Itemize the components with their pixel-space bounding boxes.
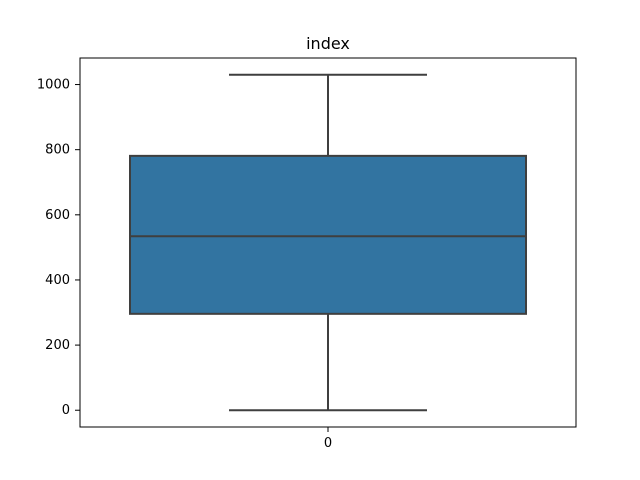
y-tick-label: 800	[45, 143, 70, 158]
y-tick-label: 1000	[37, 78, 70, 93]
plot-area	[79, 57, 577, 428]
y-tick-label: 200	[45, 338, 70, 353]
chart-title: index	[306, 34, 350, 53]
x-tick-label: 0	[324, 436, 332, 451]
y-tick-label: 400	[45, 273, 70, 288]
box	[129, 154, 527, 315]
box-group	[129, 73, 527, 412]
y-tick-label: 0	[62, 403, 70, 418]
x-axis: 0	[324, 427, 332, 451]
y-tick-label: 600	[45, 208, 70, 223]
y-axis: 0 200 400 600 800 1000	[37, 78, 80, 418]
